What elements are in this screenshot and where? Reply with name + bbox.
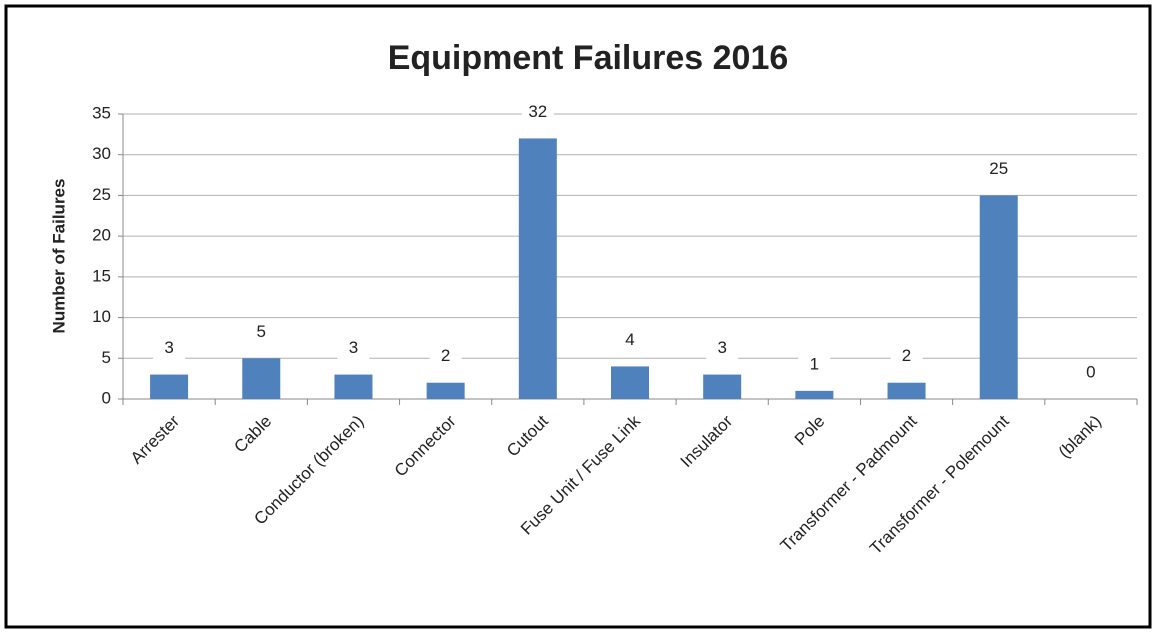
y-tick-label: 35 — [92, 103, 111, 122]
y-tick-label: 5 — [102, 348, 111, 367]
bar — [703, 374, 742, 399]
data-label: 3 — [717, 338, 726, 357]
y-tick-label: 30 — [92, 144, 111, 163]
data-label: 5 — [257, 322, 266, 341]
chart-title: Equipment Failures 2016 — [388, 39, 789, 77]
data-label: 4 — [625, 330, 634, 349]
data-label-bg — [337, 337, 370, 360]
data-label: 3 — [164, 338, 173, 357]
y-tick-label: 20 — [92, 226, 111, 245]
data-label-bg — [245, 321, 278, 344]
data-label-bg — [614, 329, 646, 352]
data-label-bg — [1074, 362, 1107, 384]
bar — [334, 374, 373, 399]
bar — [611, 366, 649, 399]
data-label: 3 — [349, 338, 358, 357]
y-tick-label: 0 — [102, 388, 111, 407]
y-tick-label: 15 — [92, 266, 111, 285]
data-label-bg — [153, 337, 186, 360]
data-label-bg — [798, 353, 831, 376]
y-axis-label: Number of Failures — [49, 179, 68, 334]
chart-frame — [4, 4, 1152, 629]
bar — [426, 382, 465, 399]
data-label-bg — [890, 345, 923, 368]
data-label-bg — [706, 337, 739, 360]
data-label: 2 — [441, 346, 450, 365]
bar — [979, 195, 1018, 399]
bar — [150, 374, 189, 399]
data-label: 2 — [902, 346, 911, 365]
data-label: 25 — [989, 159, 1008, 178]
data-label: 0 — [1086, 362, 1095, 381]
data-label: 32 — [528, 102, 547, 121]
bar — [795, 390, 834, 399]
y-tick-label: 25 — [92, 185, 111, 204]
data-label-bg — [982, 158, 1015, 181]
y-tick-label: 10 — [92, 307, 111, 326]
bar — [518, 138, 557, 399]
data-label-bg — [521, 101, 554, 124]
bar — [887, 382, 926, 399]
bar — [242, 358, 281, 399]
data-label: 1 — [810, 354, 819, 373]
data-label-bg — [429, 345, 462, 368]
